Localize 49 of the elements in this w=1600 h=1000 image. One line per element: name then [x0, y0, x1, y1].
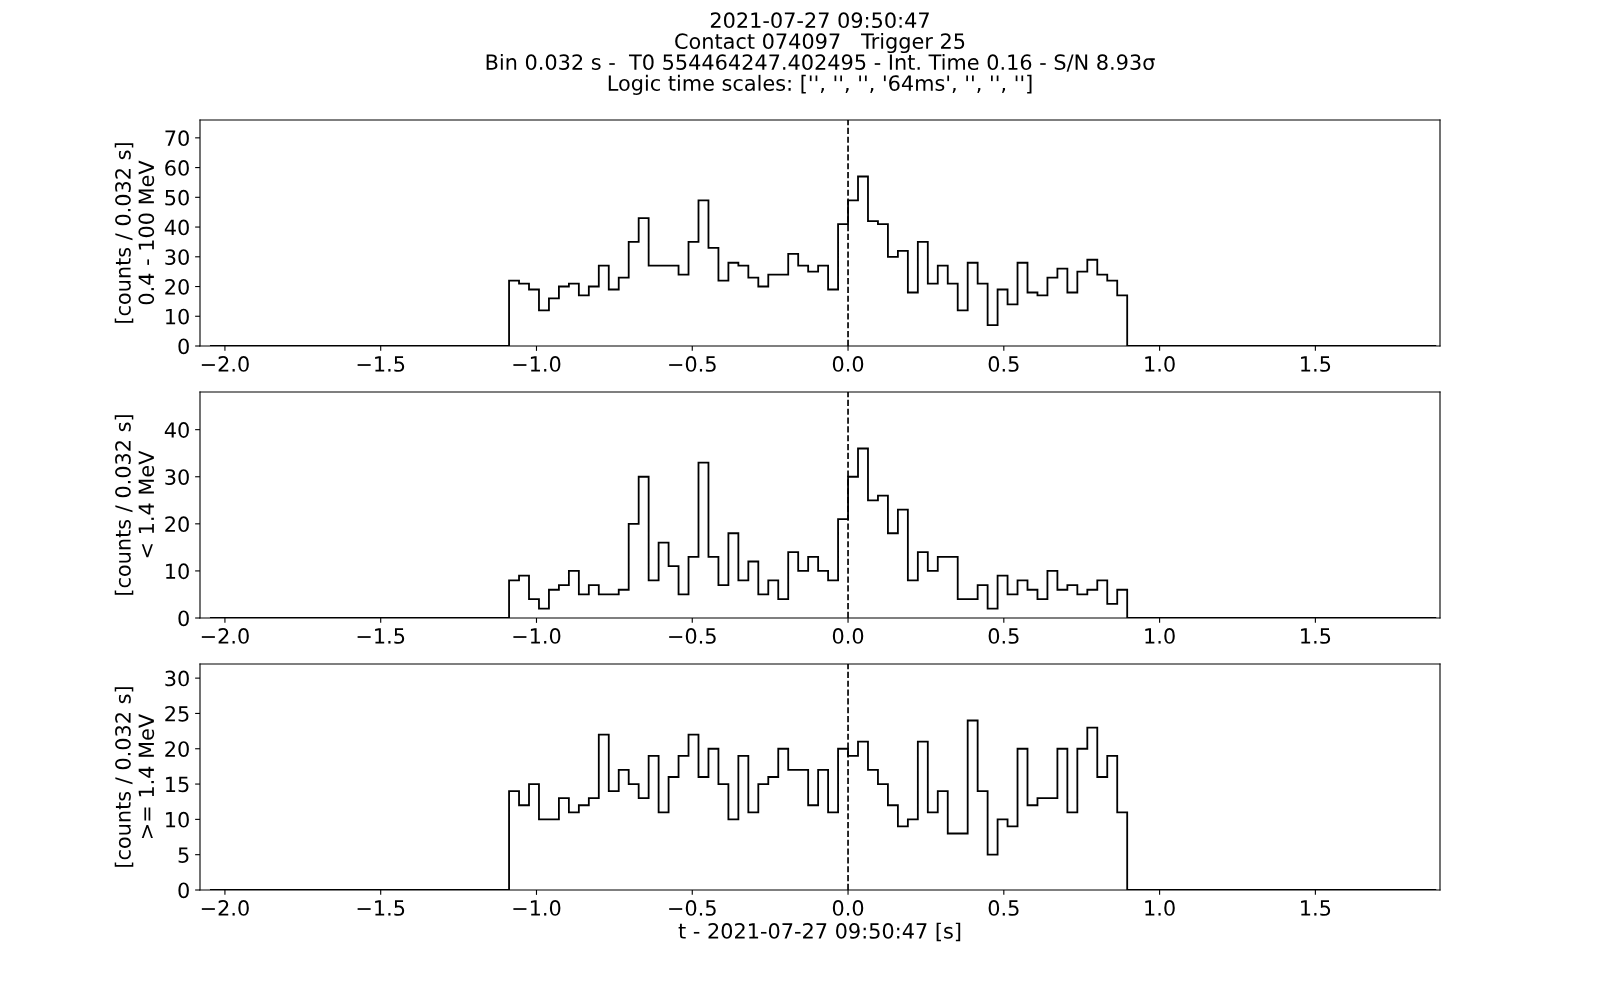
y-tick-label: 40 [164, 219, 189, 236]
y-tick-label: 5 [178, 847, 189, 863]
x-tick-label: −0.5 [669, 356, 716, 372]
x-tick-label: −2.0 [201, 356, 249, 372]
y-tick-label: 20 [165, 741, 189, 757]
y-tick-label: 10 [166, 308, 189, 325]
x-tick-label: −0.5 [669, 628, 716, 644]
y-tick-label: 0 [178, 338, 189, 355]
x-tick-label: −1.5 [357, 356, 405, 372]
y-tick-label: 40 [164, 422, 189, 438]
y-tick-label: 10 [166, 811, 189, 828]
y-tick-label: 0 [178, 882, 189, 899]
x-tick-label: −1.0 [513, 628, 561, 644]
y-axis-title: [counts / 0.032 s] 0.4 - 100 MeV [114, 143, 155, 323]
x-tick-label: −2.0 [201, 628, 249, 644]
x-tick-label: 0.0 [832, 628, 864, 644]
x-tick-label: 0.0 [832, 900, 864, 916]
y-tick-label: 15 [166, 776, 189, 793]
x-tick-label: 0.5 [988, 356, 1019, 372]
y-tick-label: 10 [166, 563, 189, 580]
x-tick-label: −1.0 [513, 356, 561, 372]
y-axis-title: [counts / 0.032 s] >= 1.4 MeV [114, 687, 155, 867]
x-tick-label: −1.5 [357, 900, 405, 916]
x-tick-label: −2.0 [201, 900, 249, 916]
x-tick-label: 0.0 [832, 356, 864, 372]
y-tick-label: 30 [165, 249, 189, 265]
y-tick-label: 25 [165, 705, 189, 722]
x-tick-label: −0.5 [669, 900, 716, 916]
x-tick-label: −1.5 [357, 628, 405, 644]
x-tick-label: 0.5 [988, 900, 1019, 916]
x-tick-label: 1.5 [1301, 900, 1331, 916]
x-tick-label: 1.0 [1145, 900, 1175, 916]
y-tick-label: 30 [165, 469, 189, 485]
y-tick-label: 50 [165, 189, 189, 206]
x-tick-label: 1.0 [1145, 356, 1175, 372]
x-tick-label: 1.0 [1145, 628, 1175, 644]
y-tick-label: 70 [165, 130, 189, 147]
x-tick-label: 1.5 [1301, 356, 1331, 372]
y-tick-label: 20 [165, 278, 189, 295]
x-axis-title: t - 2021-07-27 09:50:47 [s] [678, 922, 961, 942]
x-tick-label: −1.0 [513, 900, 561, 916]
y-tick-label: 30 [165, 670, 189, 687]
y-tick-label: 0 [178, 610, 189, 627]
x-tick-label: 1.5 [1301, 628, 1331, 644]
chart-title: 2021-07-27 09:50:47 Contact 074097 Trigger 25 Bin 0.032 s - T0 554464247.402495 - Int. Time 0.16 - S/N 8.93σ Logic time scales: ['', '', '', '64ms', '', '', ''] [486, 12, 1155, 95]
y-axis-title: [counts / 0.032 s] < 1.4 MeV [114, 415, 155, 595]
x-tick-label: 0.5 [988, 628, 1019, 644]
y-tick-label: 60 [165, 160, 189, 176]
y-tick-label: 20 [165, 516, 189, 533]
